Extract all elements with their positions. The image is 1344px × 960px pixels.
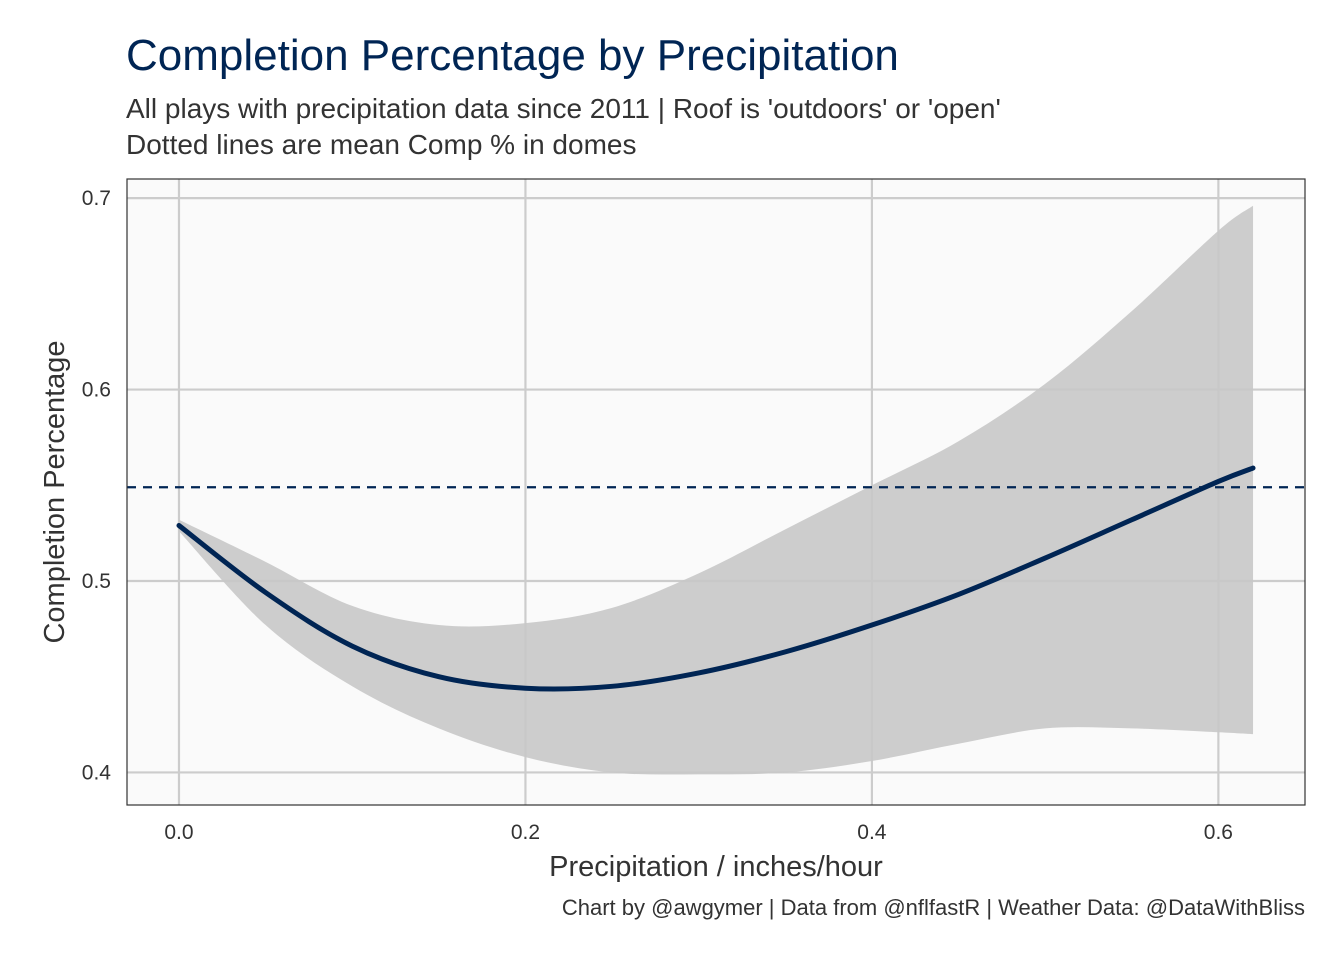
y-axis-title: Completion Percentage (39, 340, 71, 643)
x-tick-label: 0.0 (164, 821, 193, 844)
x-axis-title: Precipitation / inches/hour (549, 851, 883, 883)
x-tick-label: 0.6 (1204, 821, 1233, 844)
x-tick-label: 0.2 (511, 821, 540, 844)
y-tick-label: 0.7 (82, 187, 111, 210)
smooth-trend-line (176, 465, 1256, 692)
y-tick-label: 0.5 (82, 570, 111, 593)
chart-subtitle-line-2: Dotted lines are mean Comp % in domes (126, 129, 637, 160)
y-tick-label: 0.4 (82, 761, 112, 784)
x-tick-label: 0.4 (857, 821, 887, 844)
confidence-band (178, 205, 1254, 775)
plot-panel-border (126, 178, 1306, 806)
chart-caption: Chart by @awgymer | Data from @nflfastR … (561, 895, 1305, 920)
axis-tick-labels: 0.0 0.2 0.4 0.6 0.4 0.5 0.6 0.7 (82, 187, 1233, 844)
y-tick-label: 0.6 (82, 379, 111, 402)
chart-title: Completion Percentage by Precipitation (126, 31, 899, 80)
chart-subtitle-line-1: All plays with precipitation data since … (126, 93, 1001, 124)
